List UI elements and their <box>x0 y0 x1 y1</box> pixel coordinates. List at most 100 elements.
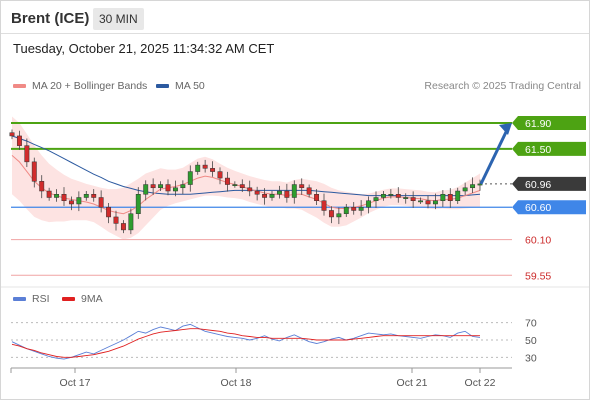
candle-body <box>128 213 134 231</box>
candle-body <box>113 216 119 224</box>
candle-body <box>470 184 476 189</box>
instrument-title: Brent (ICE) <box>11 10 90 27</box>
rsi-line <box>11 323 481 360</box>
candle-body <box>403 197 409 199</box>
candle-body <box>120 223 126 231</box>
candle-body <box>165 184 171 192</box>
level-label-pivot: 60.60 <box>525 202 551 214</box>
candle-body <box>358 206 364 211</box>
candle-body <box>172 187 178 192</box>
candle-body <box>9 132 15 137</box>
level-tag-current-price <box>512 176 586 191</box>
candle-body <box>380 194 386 198</box>
ma20-line <box>11 155 481 215</box>
ma50-swatch <box>156 84 169 89</box>
level-label-resistance-1: 61.50 <box>525 144 551 156</box>
header-bar: Brent (ICE) 30 MIN <box>1 1 589 34</box>
ma20-label: MA 20 + Bollinger Bands <box>32 80 148 92</box>
candle-body <box>284 190 290 198</box>
ma9-legend-label: 9MA <box>81 293 103 305</box>
candle-body <box>31 161 37 182</box>
level-label-current-price: 60.96 <box>525 179 551 191</box>
candle-body <box>455 190 461 201</box>
ma50-label: MA 50 <box>175 80 205 92</box>
candle-body <box>328 210 334 218</box>
candle-body <box>314 194 320 201</box>
rsi-ma-line <box>11 328 480 358</box>
candle-body <box>351 206 357 211</box>
candle-body <box>336 213 342 218</box>
timestamp: Tuesday, October 21, 2025 11:34:32 AM CE… <box>13 41 275 56</box>
candle-body <box>158 184 164 189</box>
candle-body <box>232 184 238 186</box>
candle-body <box>440 194 446 201</box>
x-tick-label: Oct 17 <box>60 377 91 389</box>
candle-body <box>477 183 483 186</box>
level-label-support-2: 59.55 <box>525 270 551 282</box>
candle-body <box>269 194 275 198</box>
rsi-tick-30: 30 <box>525 352 537 364</box>
level-tag-resistance-1 <box>512 141 586 156</box>
candle-body <box>276 190 282 195</box>
legend-rsi: RSI <box>13 293 50 305</box>
candle-body <box>180 184 186 189</box>
candle-body <box>410 197 416 201</box>
candle-body <box>210 168 216 172</box>
candle-body <box>306 187 312 195</box>
level-label-resistance-2: 61.90 <box>525 118 551 130</box>
candle-body <box>395 194 401 198</box>
candle-body <box>24 145 30 163</box>
candle-body <box>54 194 60 198</box>
candle-body <box>224 177 230 185</box>
candle-body <box>239 184 245 189</box>
candle-body <box>217 171 223 179</box>
candle-body <box>202 164 208 169</box>
candle-body <box>16 135 22 146</box>
candles-group <box>9 129 483 235</box>
candle-body <box>425 200 431 205</box>
candle-body <box>98 197 104 208</box>
legend-ma20: MA 20 + Bollinger Bands <box>13 80 147 92</box>
x-tick-label: Oct 22 <box>465 377 496 389</box>
candle-body <box>143 184 149 195</box>
level-label-support-1: 60.10 <box>525 235 551 247</box>
candle-body <box>462 187 468 192</box>
candle-body <box>291 184 297 198</box>
candle-body <box>373 197 379 201</box>
candle-body <box>366 200 372 208</box>
candle-body <box>39 181 45 192</box>
candle-body <box>187 171 193 185</box>
candle-body <box>76 197 82 205</box>
candle-body <box>418 200 424 203</box>
candle-body <box>195 164 201 172</box>
candle-body <box>254 190 260 195</box>
candle-body <box>343 206 349 214</box>
rsi-tick-70: 70 <box>525 318 537 330</box>
candle-body <box>321 200 327 211</box>
candle-body <box>432 200 438 205</box>
level-tag-resistance-2 <box>512 115 586 130</box>
candle-body <box>61 194 67 201</box>
candle-body <box>83 194 89 198</box>
source-credit: Research © 2025 Trading Central <box>424 80 581 92</box>
header-divider <box>1 33 589 34</box>
candle-body <box>262 194 268 198</box>
candle-body <box>46 190 52 198</box>
candle-body <box>135 194 141 214</box>
candle-body <box>447 194 453 201</box>
forecast-arrow-head <box>499 122 512 135</box>
candle-body <box>68 200 74 205</box>
x-tick-label: Oct 18 <box>221 377 252 389</box>
candle-body <box>299 184 305 189</box>
ma9-swatch <box>62 297 75 302</box>
candle-body <box>150 184 156 189</box>
bollinger-band <box>12 116 480 240</box>
ma20-swatch <box>13 84 26 89</box>
candle-body <box>247 187 253 192</box>
rsi-swatch <box>13 297 26 302</box>
candle-body <box>106 206 112 218</box>
rsi-tick-50: 50 <box>525 335 537 347</box>
interval-selector[interactable]: 30 MIN <box>93 8 144 30</box>
ma50-line <box>11 135 481 197</box>
